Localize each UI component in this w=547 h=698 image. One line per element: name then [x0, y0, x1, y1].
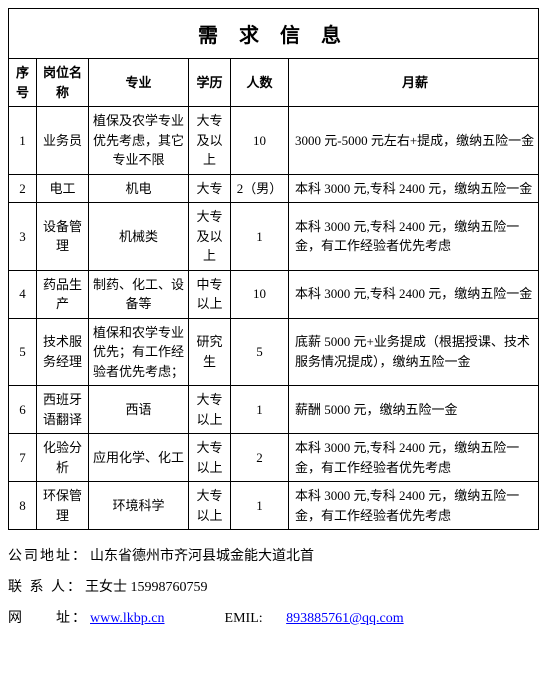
- cell-major: 环境科学: [89, 482, 189, 530]
- cell-salary: 本科 3000 元,专科 2400 元，缴纳五险一金，有工作经验者优先考虑: [289, 482, 539, 530]
- contact-row: 联 系 人： 王女士 15998760759: [8, 573, 539, 604]
- cell-no: 3: [9, 203, 37, 271]
- cell-edu: 研究生: [189, 318, 231, 386]
- cell-salary: 本科 3000 元,专科 2400 元，缴纳五险一金，有工作经验者优先考虑: [289, 203, 539, 271]
- email-link[interactable]: 893885761@qq.com: [286, 611, 404, 626]
- contact-value: 王女士 15998760759: [85, 573, 208, 604]
- cell-position: 技术服务经理: [37, 318, 89, 386]
- cell-count: 1: [231, 386, 289, 434]
- cell-no: 7: [9, 434, 37, 482]
- cell-major: 制药、化工、设备等: [89, 270, 189, 318]
- cell-salary: 薪酬 5000 元，缴纳五险一金: [289, 386, 539, 434]
- cell-edu: 大专: [189, 174, 231, 203]
- footer-section: 公司地址： 山东省德州市齐河县城金能大道北首 联 系 人： 王女士 159987…: [8, 542, 539, 634]
- cell-no: 1: [9, 107, 37, 175]
- header-major: 专业: [89, 59, 189, 107]
- cell-no: 4: [9, 270, 37, 318]
- cell-edu: 大专及以上: [189, 203, 231, 271]
- cell-count: 1: [231, 482, 289, 530]
- contact-label: 联 系 人：: [8, 573, 83, 604]
- header-position: 岗位名称: [37, 59, 89, 107]
- cell-position: 设备管理: [37, 203, 89, 271]
- cell-edu: 中专以上: [189, 270, 231, 318]
- cell-edu: 大专以上: [189, 434, 231, 482]
- cell-major: 植保及农学专业优先考虑，其它专业不限: [89, 107, 189, 175]
- cell-no: 5: [9, 318, 37, 386]
- table-row: 1业务员植保及农学专业优先考虑，其它专业不限大专及以上103000 元-5000…: [9, 107, 539, 175]
- website-link[interactable]: www.lkbp.cn: [90, 604, 165, 635]
- address-value: 山东省德州市齐河县城金能大道北首: [90, 542, 314, 573]
- cell-position: 业务员: [37, 107, 89, 175]
- table-row: 4药品生产制药、化工、设备等中专以上10本科 3000 元,专科 2400 元，…: [9, 270, 539, 318]
- table-row: 5技术服务经理植保和农学专业优先；有工作经验者优先考虑；研究生5底薪 5000 …: [9, 318, 539, 386]
- cell-major: 西语: [89, 386, 189, 434]
- email-label: EMIL:: [225, 611, 263, 626]
- cell-no: 6: [9, 386, 37, 434]
- table-row: 3设备管理机械类大专及以上1本科 3000 元,专科 2400 元，缴纳五险一金…: [9, 203, 539, 271]
- cell-count: 10: [231, 107, 289, 175]
- cell-position: 西班牙语翻译: [37, 386, 89, 434]
- cell-count: 2（男）: [231, 174, 289, 203]
- header-salary: 月薪: [289, 59, 539, 107]
- header-edu: 学历: [189, 59, 231, 107]
- cell-count: 1: [231, 203, 289, 271]
- cell-position: 化验分析: [37, 434, 89, 482]
- table-row: 8环保管理环境科学大专以上1本科 3000 元,专科 2400 元，缴纳五险一金…: [9, 482, 539, 530]
- table-row: 7化验分析应用化学、化工大专以上2本科 3000 元,专科 2400 元，缴纳五…: [9, 434, 539, 482]
- cell-salary: 3000 元-5000 元左右+提成，缴纳五险一金: [289, 107, 539, 175]
- header-no: 序号: [9, 59, 37, 107]
- cell-salary: 底薪 5000 元+业务提成（根据授课、技术服务情况提成），缴纳五险一金: [289, 318, 539, 386]
- cell-no: 2: [9, 174, 37, 203]
- cell-major: 植保和农学专业优先；有工作经验者优先考虑；: [89, 318, 189, 386]
- cell-count: 5: [231, 318, 289, 386]
- website-row: 网 址： www.lkbp.cn EMIL: 893885761@qq.com: [8, 604, 539, 635]
- requirements-table: 序号 岗位名称 专业 学历 人数 月薪 1业务员植保及农学专业优先考虑，其它专业…: [8, 58, 539, 530]
- cell-edu: 大专以上: [189, 386, 231, 434]
- page-title: 需 求 信 息: [8, 8, 539, 58]
- cell-count: 2: [231, 434, 289, 482]
- header-count: 人数: [231, 59, 289, 107]
- cell-salary: 本科 3000 元,专科 2400 元，缴纳五险一金: [289, 270, 539, 318]
- address-row: 公司地址： 山东省德州市齐河县城金能大道北首: [8, 542, 539, 573]
- website-label: 网 址：: [8, 604, 88, 635]
- cell-edu: 大专及以上: [189, 107, 231, 175]
- cell-major: 应用化学、化工: [89, 434, 189, 482]
- table-header-row: 序号 岗位名称 专业 学历 人数 月薪: [9, 59, 539, 107]
- cell-salary: 本科 3000 元,专科 2400 元，缴纳五险一金，有工作经验者优先考虑: [289, 434, 539, 482]
- cell-position: 环保管理: [37, 482, 89, 530]
- cell-major: 机电: [89, 174, 189, 203]
- table-row: 2电工机电大专2（男）本科 3000 元,专科 2400 元，缴纳五险一金: [9, 174, 539, 203]
- email-section: EMIL: 893885761@qq.com: [225, 604, 404, 635]
- cell-count: 10: [231, 270, 289, 318]
- address-label: 公司地址：: [8, 542, 88, 573]
- table-row: 6西班牙语翻译西语大专以上1薪酬 5000 元，缴纳五险一金: [9, 386, 539, 434]
- cell-position: 药品生产: [37, 270, 89, 318]
- cell-major: 机械类: [89, 203, 189, 271]
- cell-salary: 本科 3000 元,专科 2400 元，缴纳五险一金: [289, 174, 539, 203]
- cell-edu: 大专以上: [189, 482, 231, 530]
- cell-no: 8: [9, 482, 37, 530]
- cell-position: 电工: [37, 174, 89, 203]
